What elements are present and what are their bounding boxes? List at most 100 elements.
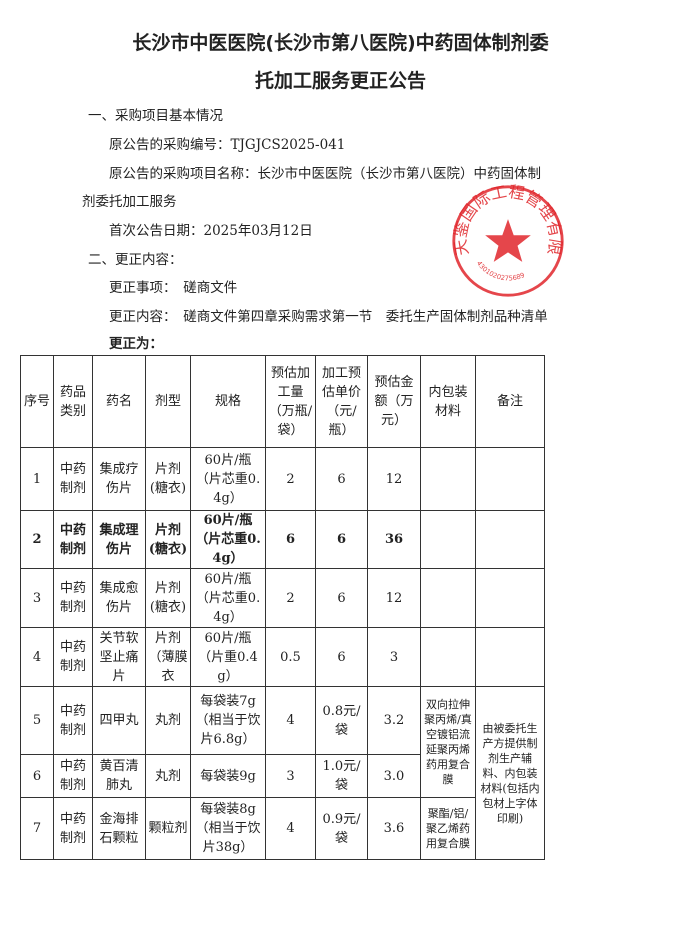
correction-item: 更正事项： 磋商文件 (109, 280, 238, 296)
table-cell: 集成理伤片 (92, 510, 146, 569)
table-cell: 3.2 (367, 686, 421, 755)
company-seal: 天鉴国际工程管理有限公司 4301020275689 (450, 183, 565, 297)
table-cell: 4 (265, 686, 316, 755)
table-cell: 6 (315, 447, 368, 511)
table-cell: 1.0元/袋 (315, 754, 368, 798)
table-cell: 丸剂 (145, 754, 191, 798)
table-cell: 中药制剂 (53, 568, 93, 628)
table-cell: 2 (265, 447, 316, 511)
correction-content: 更正内容： 磋商文件第四章采购需求第一节 委托生产固体制剂品种清单 (109, 309, 548, 325)
table-row: 2 中药制剂 集成理伤片 片剂(糖衣) 60片/瓶（片芯重0.4g） 6 6 36 (20, 510, 545, 569)
table-cell: 中药制剂 (53, 627, 93, 687)
table-cell: 6 (265, 510, 316, 569)
table-cell: 6 (315, 568, 368, 628)
table-cell (420, 568, 476, 628)
header-cell: 加工预估单价（元/瓶） (315, 355, 368, 448)
svg-text:4301020275689: 4301020275689 (475, 259, 526, 282)
table-cell: 3.6 (367, 797, 421, 860)
header-cell: 预估加工量（万瓶/袋） (265, 355, 316, 448)
table-cell (475, 568, 545, 628)
table-row: 5 中药制剂 四甲丸 丸剂 每袋装7g（相当于饮片6.8g） 4 0.8元/袋 3.2 双向拉伸… (20, 686, 545, 860)
table-cell: 由被委托生产方提供制剂生产辅料、内包装材料(包括内包材上字体印刷) (475, 686, 545, 860)
header-cell: 预估金额（万元） (367, 355, 421, 448)
table-cell: 金海排石颗粒 (92, 797, 146, 860)
table-cell: 每袋装9g (190, 754, 266, 798)
table-cell: 36 (367, 510, 421, 569)
table-row: 1 中药制剂 集成疗伤片 片剂(糖衣) 60片/瓶（片芯重0.4g） 2 6 12 (20, 447, 545, 511)
table-cell: 中药制剂 (53, 797, 93, 860)
table-row: 7 中药制剂 金海排石颗粒 颗粒剂 每袋装8g（相当于饮片38g） 4 0.9元/袋 3.6 聚… (20, 797, 545, 860)
table-cell: 6 (315, 627, 368, 687)
table-cell: 片剂(糖衣) (145, 510, 191, 569)
table-cell: 0.9元/袋 (315, 797, 368, 860)
table-cell: 片剂（薄膜衣 (145, 627, 191, 687)
table-cell: 12 (367, 568, 421, 628)
table-cell (475, 510, 545, 569)
table-cell: 片剂(糖衣) (145, 568, 191, 628)
table-row: 6 中药制剂 黄百清肺丸 丸剂 每袋装9g 3 1.0元/袋 3.0 (20, 754, 545, 798)
table-row: 4 中药制剂 关节软坚止痛片 片剂（薄膜衣 60片/瓶（片重0.4g） 0.5 6 3 (20, 627, 545, 687)
table-cell: 四甲丸 (92, 686, 146, 755)
header-cell: 药名 (92, 355, 146, 448)
table-cell: 1 (20, 447, 54, 511)
table-cell: 中药制剂 (53, 510, 93, 569)
table-cell (420, 627, 476, 687)
table-cell: 12 (367, 447, 421, 511)
table-cell: 聚酯/铝/聚乙烯药用复合膜 (420, 797, 476, 860)
table-cell (475, 447, 545, 511)
table-cell: 中药制剂 (53, 686, 93, 755)
table-cell: 5 (20, 686, 54, 755)
table-cell: 3 (20, 568, 54, 628)
table-cell: 6 (20, 754, 54, 798)
project-code: 原公告的采购编号：TJGJCS2025-041 (109, 137, 346, 153)
header-cell: 序号 (20, 355, 54, 448)
title-line-1: 长沙市中医医院(长沙市第八医院)中药固体制剂委 (132, 32, 549, 54)
title-line-2: 托加工服务更正公告 (254, 70, 426, 92)
table-cell: 60片/瓶（片芯重0.4g） (190, 510, 266, 569)
table-row: 3 中药制剂 集成愈伤片 片剂(糖衣) 60片/瓶（片芯重0.4g） 2 6 12 (20, 568, 545, 628)
table-cell: 3.0 (367, 754, 421, 798)
table-cell: 7 (20, 797, 54, 860)
table-cell: 60片/瓶（片重0.4g） (190, 627, 266, 687)
table-cell: 集成疗伤片 (92, 447, 146, 511)
table-cell (420, 510, 476, 569)
table-cell: 2 (265, 568, 316, 628)
product-table: 序号 药品类别 药名 剂型 规格 预估加工量（万瓶/袋） 加工预估单价（元/瓶）… (20, 355, 545, 860)
table-cell: 丸剂 (145, 686, 191, 755)
header-cell: 备注 (475, 355, 545, 448)
first-date: 首次公告日期：2025年03月12日 (109, 223, 313, 239)
table-cell: 0.8元/袋 (315, 686, 368, 755)
table-cell: 双向拉伸聚丙烯/真空镀铝流延聚丙烯药用复合膜 (420, 686, 476, 798)
section2-heading: 二、更正内容： (88, 252, 183, 268)
table-cell: 片剂(糖衣) (145, 447, 191, 511)
section1-heading: 一、采购项目基本情况 (88, 108, 223, 124)
table-header: 序号 药品类别 药名 剂型 规格 预估加工量（万瓶/袋） 加工预估单价（元/瓶）… (20, 355, 545, 448)
header-cell: 内包装材料 (420, 355, 476, 448)
header-cell: 剂型 (145, 355, 191, 448)
corrected-as: 更正为： (109, 336, 163, 352)
table-cell: 60片/瓶（片芯重0.4g） (190, 447, 266, 511)
header-cell: 药品类别 (53, 355, 93, 448)
table-cell: 0.5 (265, 627, 316, 687)
table-cell (475, 627, 545, 687)
table-cell: 关节软坚止痛片 (92, 627, 146, 687)
table-cell: 中药制剂 (53, 754, 93, 798)
project-name-2: 剂委托加工服务 (82, 194, 177, 210)
table-cell: 6 (315, 510, 368, 569)
table-cell: 集成愈伤片 (92, 568, 146, 628)
table-cell: 60片/瓶（片芯重0.4g） (190, 568, 266, 628)
table-cell (420, 447, 476, 511)
table-cell: 每袋装7g（相当于饮片6.8g） (190, 686, 266, 755)
table-cell: 黄百清肺丸 (92, 754, 146, 798)
table-cell: 3 (265, 754, 316, 798)
table-cell: 4 (265, 797, 316, 860)
table-cell: 每袋装8g（相当于饮片38g） (190, 797, 266, 860)
table-cell: 4 (20, 627, 54, 687)
header-cell: 规格 (190, 355, 266, 448)
table-cell: 颗粒剂 (145, 797, 191, 860)
table-cell: 2 (20, 510, 54, 569)
table-cell: 中药制剂 (53, 447, 93, 511)
project-name-1: 原公告的采购项目名称：长沙市中医医院（长沙市第八医院）中药固体制 (109, 166, 541, 182)
table-cell: 3 (367, 627, 421, 687)
